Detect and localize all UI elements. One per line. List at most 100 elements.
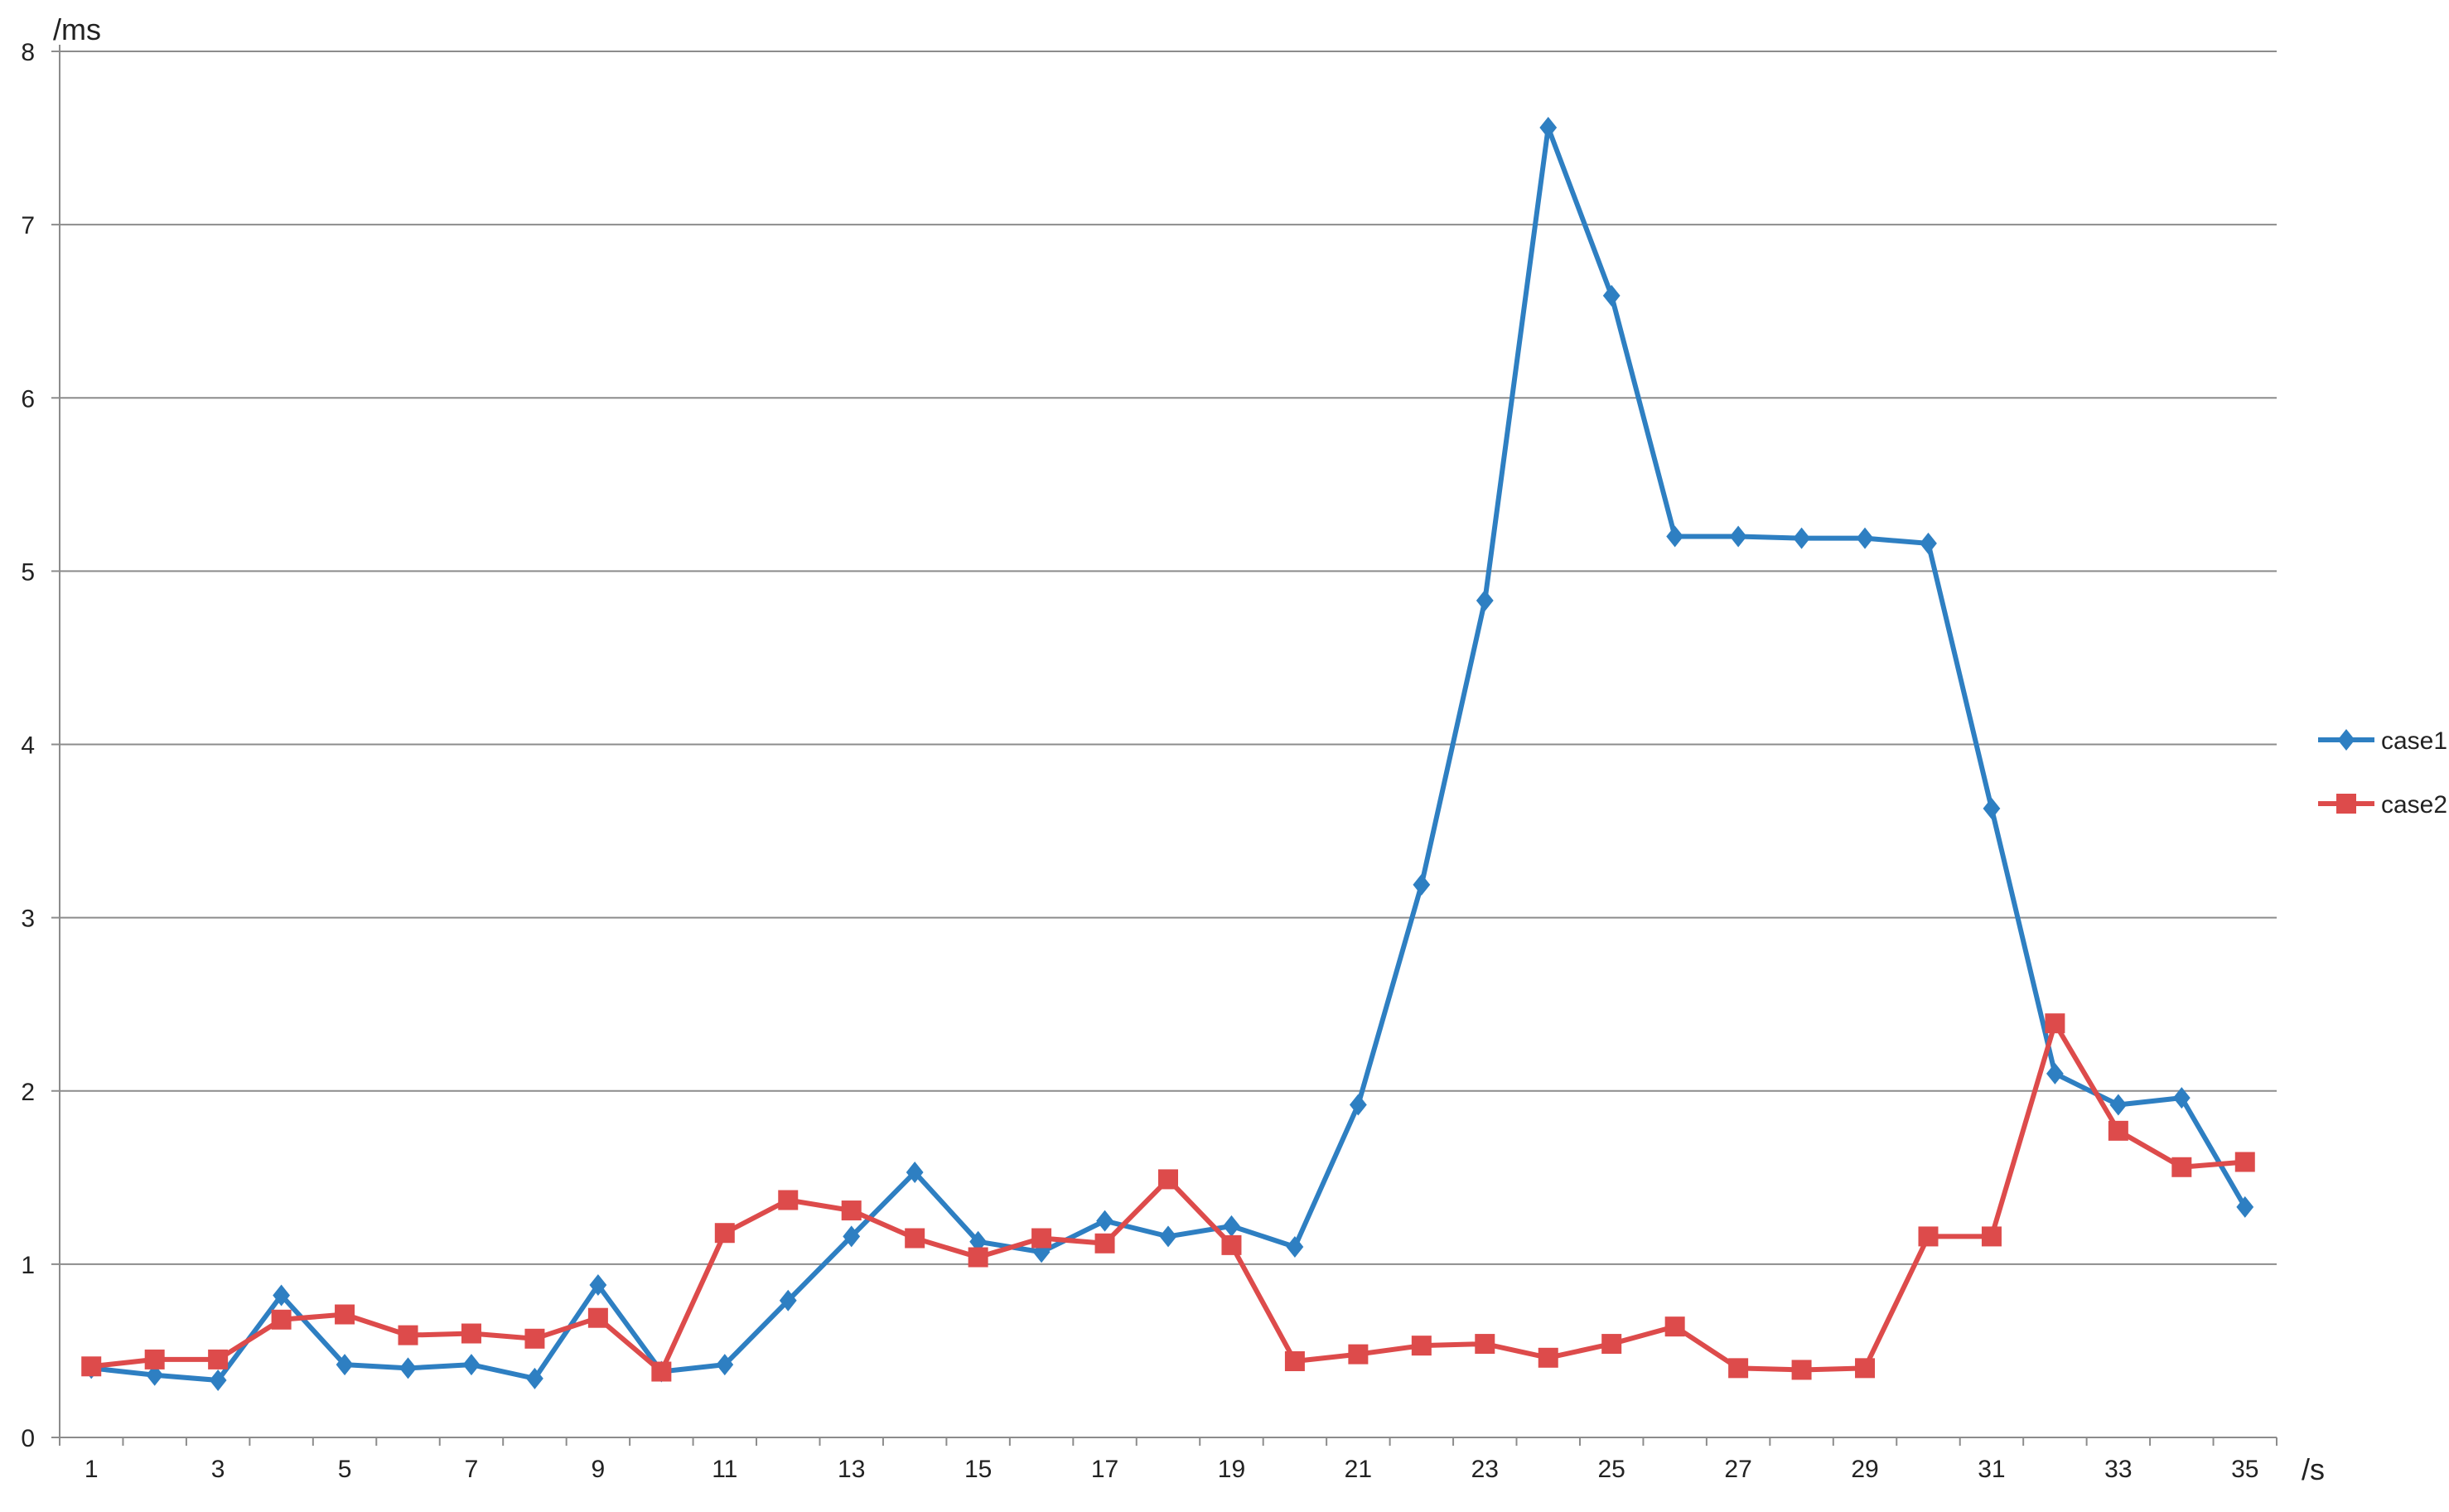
- case2-point: [398, 1325, 418, 1345]
- case1-point: [843, 1225, 861, 1248]
- case2-point: [144, 1349, 165, 1369]
- x-tick-label: 31: [1978, 1456, 2005, 1483]
- case1-point: [1729, 525, 1747, 548]
- case2-point: [208, 1349, 229, 1369]
- case2-point: [81, 1356, 102, 1377]
- case1-point: [336, 1354, 354, 1376]
- x-tick-label: 21: [1345, 1456, 1372, 1483]
- case1-line: [89, 125, 2248, 1383]
- case1-point: [1476, 589, 1494, 611]
- x-tick-label: 1: [85, 1456, 99, 1483]
- x-tick-label: 29: [1851, 1456, 1878, 1483]
- case2-point: [524, 1328, 545, 1349]
- case1-point: [1096, 1210, 1113, 1232]
- x-tick-label: 15: [964, 1456, 992, 1483]
- x-tick-label: 35: [2231, 1456, 2258, 1483]
- series: [81, 117, 2255, 1391]
- x-tick-label: 19: [1218, 1456, 1245, 1483]
- case1-point: [526, 1367, 543, 1389]
- y-tick-label: 3: [21, 906, 35, 933]
- series-case1: [82, 117, 2254, 1391]
- case1-point: [1983, 797, 2001, 819]
- case1-point: [1349, 1094, 1367, 1116]
- case1-point: [2046, 1062, 2064, 1084]
- y-tick-label: 0: [21, 1425, 35, 1452]
- case1-point: [1920, 532, 1937, 554]
- case1-point: [716, 1354, 734, 1376]
- case1-point: [2172, 1087, 2191, 1109]
- x-tick-label: 3: [211, 1456, 225, 1483]
- case2-point: [461, 1323, 481, 1344]
- case2-point: [1601, 1334, 1622, 1355]
- case2-point: [1411, 1336, 1432, 1356]
- case1-point: [209, 1369, 227, 1391]
- case2-point: [271, 1309, 292, 1330]
- case2-point: [2108, 1120, 2128, 1141]
- case1-point: [969, 1230, 988, 1253]
- case2-point: [1221, 1234, 1242, 1255]
- x-tick-label: 33: [2104, 1456, 2132, 1483]
- case1-point: [1856, 527, 1874, 549]
- case2-point: [2045, 1013, 2065, 1034]
- x-tick-label: 25: [1598, 1456, 1625, 1483]
- case1-point: [462, 1354, 481, 1376]
- x-tick-label: 11: [712, 1456, 737, 1483]
- case2-point: [1348, 1344, 1369, 1365]
- case2-point: [1031, 1228, 1052, 1249]
- case2-point: [1538, 1347, 1558, 1368]
- case1-point: [1413, 873, 1431, 896]
- case1-point: [146, 1364, 164, 1386]
- legend-label-case2: case2: [2381, 791, 2447, 819]
- case2-point: [1728, 1358, 1749, 1379]
- case2-point: [778, 1190, 799, 1210]
- case2-point: [1855, 1358, 1876, 1379]
- case1-point: [1666, 525, 1684, 548]
- case1-point: [273, 1284, 290, 1307]
- y-tick-label: 2: [21, 1079, 35, 1106]
- case2-point: [1094, 1233, 1115, 1254]
- x-axis-label: /s: [2302, 1452, 2325, 1486]
- case1-point: [1793, 527, 1810, 549]
- case1-point: [906, 1162, 924, 1184]
- case2-point: [1664, 1316, 1685, 1337]
- case2-point: [1791, 1360, 1812, 1380]
- y-tick-label: 1: [21, 1252, 35, 1279]
- case2-point: [1284, 1350, 1305, 1371]
- case2-point: [841, 1200, 862, 1221]
- case2-point: [968, 1247, 988, 1268]
- case1-point: [2236, 1196, 2254, 1218]
- case1-point: [1602, 284, 1621, 307]
- case2-point: [1918, 1226, 1939, 1247]
- x-tick-label: 9: [592, 1456, 606, 1483]
- case2-point: [587, 1307, 608, 1328]
- x-tick-label: 23: [1471, 1456, 1499, 1483]
- legend-label-case1: case1: [2381, 727, 2447, 755]
- x-tick-label: 13: [838, 1456, 865, 1483]
- case2-point: [1981, 1226, 2002, 1247]
- case1-point: [1159, 1225, 1177, 1248]
- case2-point: [2234, 1152, 2255, 1172]
- case2-line: [89, 1021, 2248, 1374]
- y-tick-label: 5: [21, 558, 35, 586]
- case1-point: [1286, 1235, 1304, 1258]
- case2-point: [651, 1361, 672, 1382]
- case1-point: [779, 1289, 797, 1312]
- y-tick-label: 8: [21, 39, 35, 66]
- case2-point: [2171, 1157, 2192, 1177]
- y-tick-label: 7: [21, 212, 35, 239]
- case1-point: [1539, 117, 1558, 139]
- case1-point: [589, 1273, 607, 1296]
- legend-marker-case1: [2337, 729, 2355, 751]
- case2-point: [714, 1223, 735, 1244]
- case2-point: [905, 1228, 925, 1249]
- grid-lines: [60, 51, 2277, 1265]
- case1-point: [2109, 1094, 2128, 1116]
- case2-point: [335, 1304, 355, 1325]
- case2-point: [1475, 1334, 1495, 1355]
- y-axis-label: /ms: [53, 12, 101, 46]
- x-tick-label: 27: [1724, 1456, 1751, 1483]
- y-tick-label: 4: [21, 732, 35, 760]
- x-tick-label: 7: [465, 1456, 479, 1483]
